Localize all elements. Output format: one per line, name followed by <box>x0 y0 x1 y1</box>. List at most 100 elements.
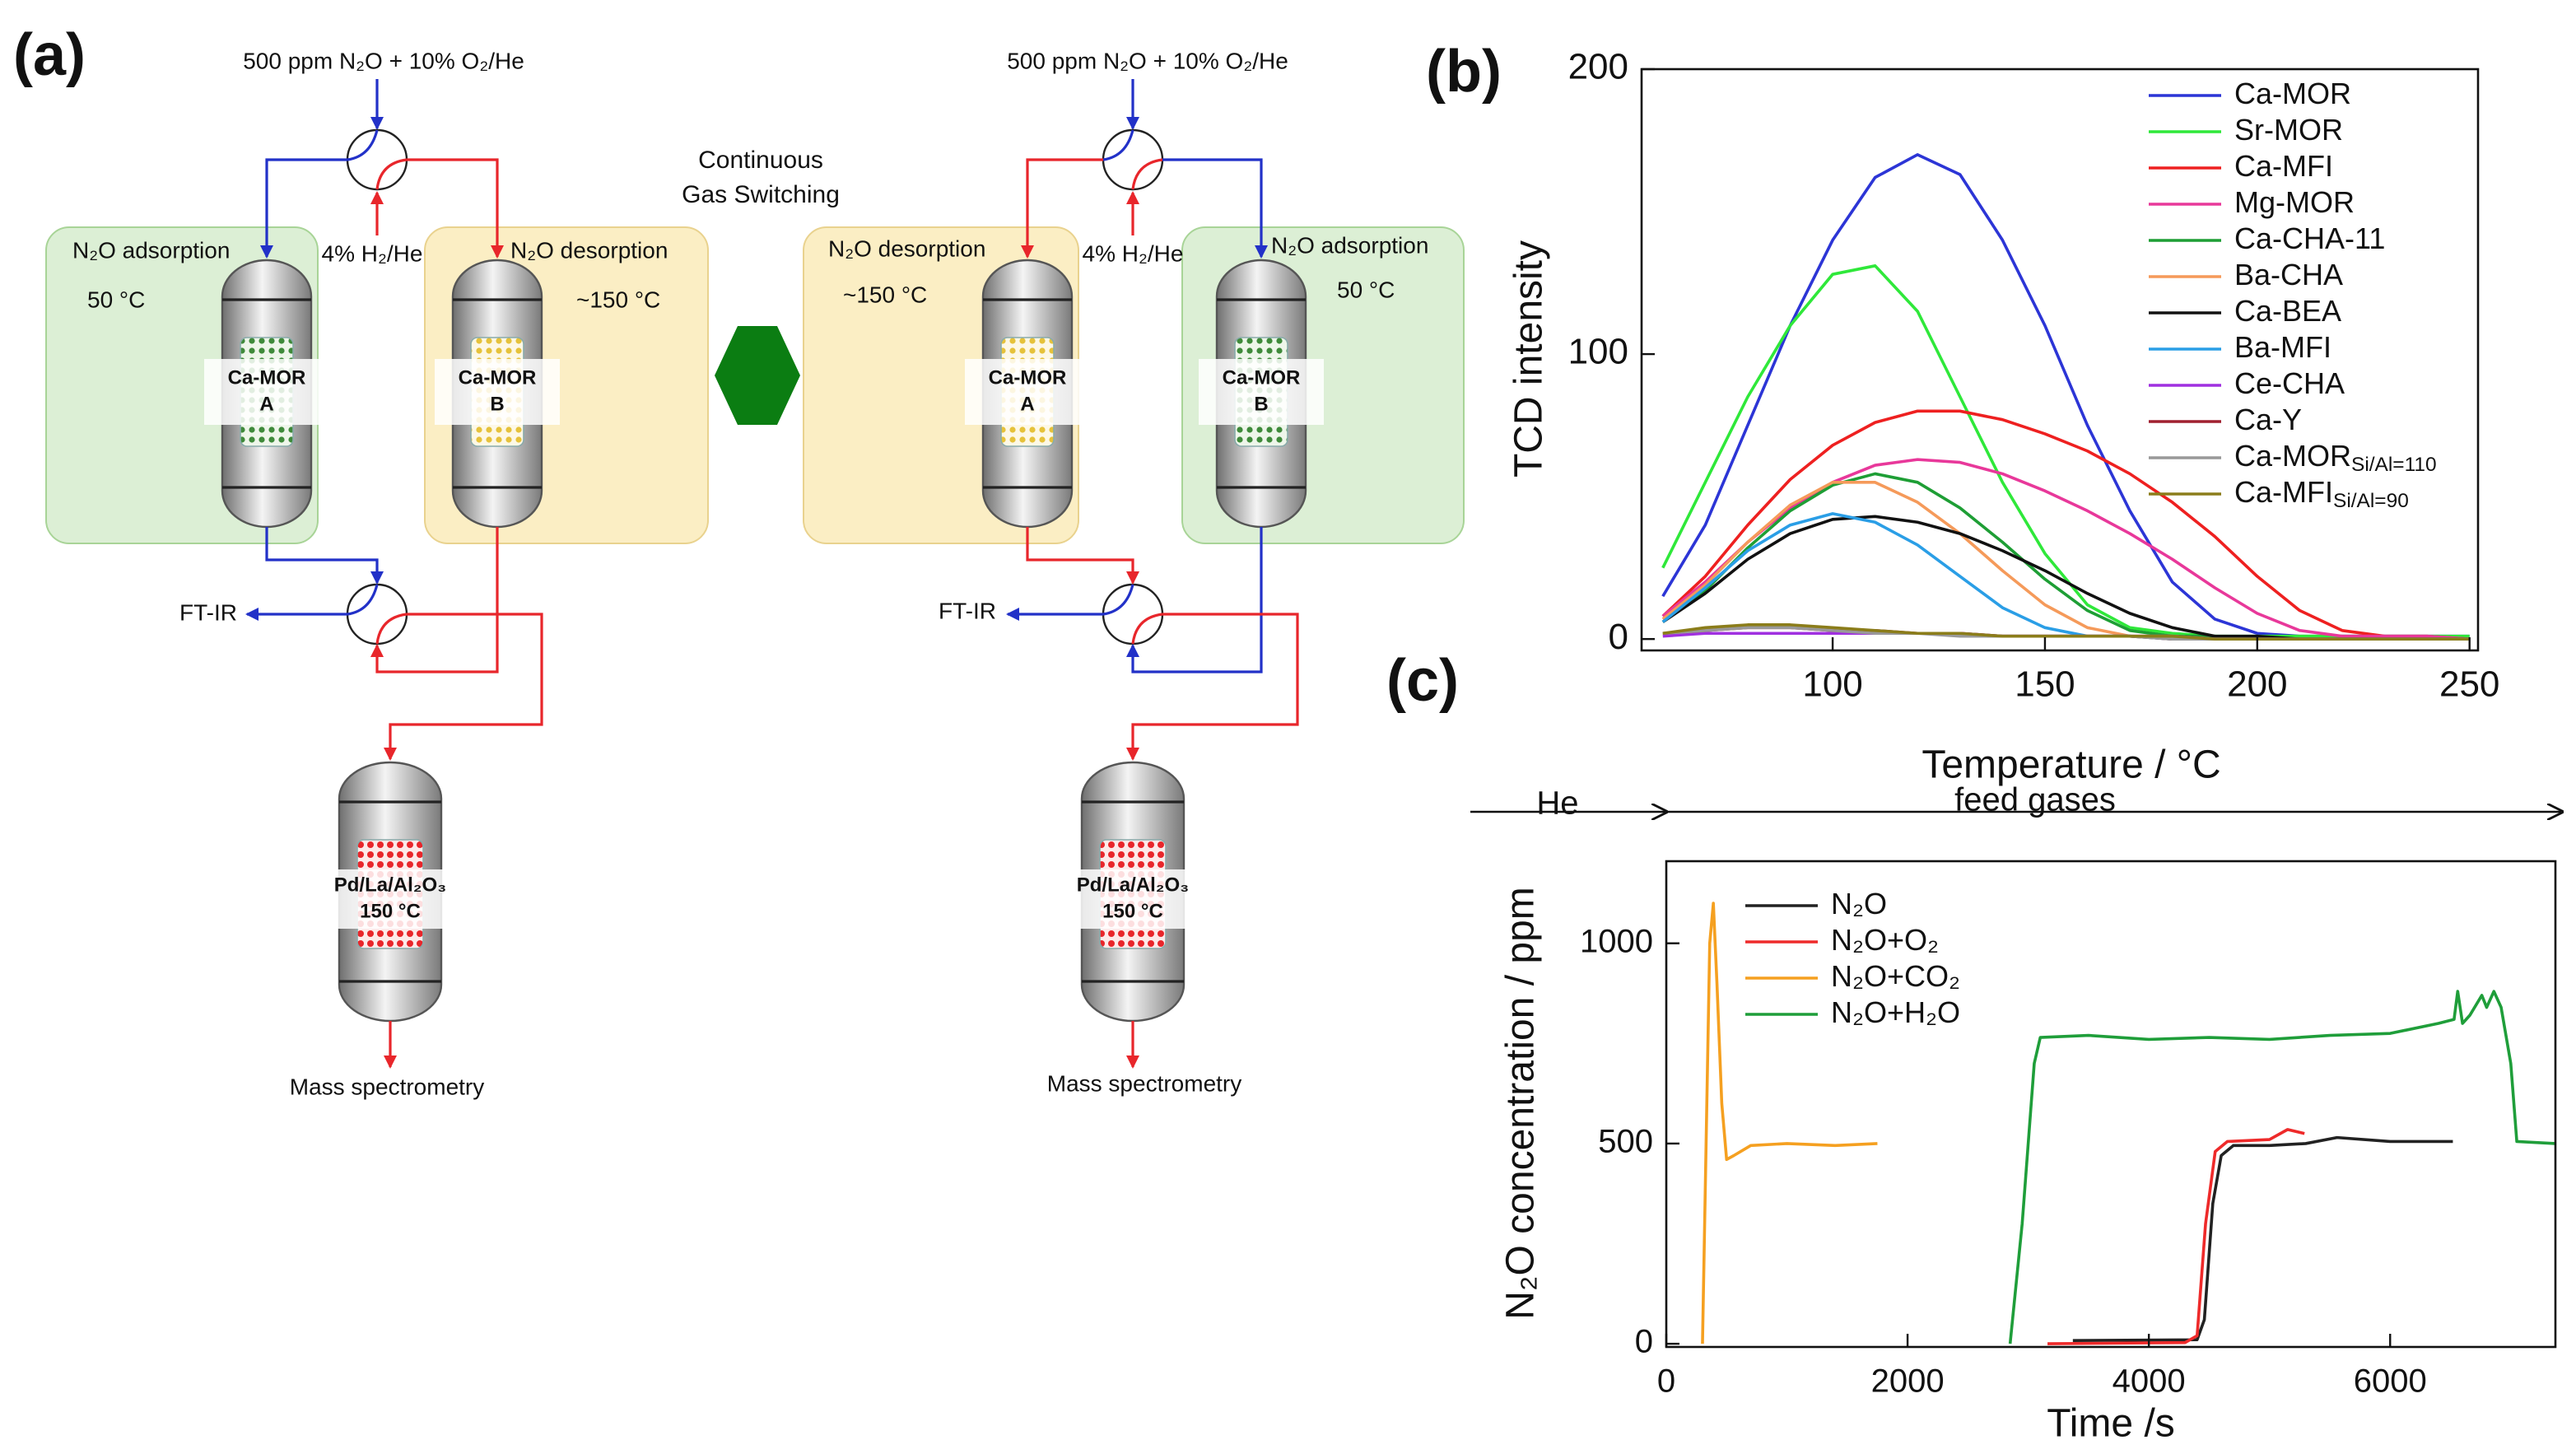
legend-name: Mg-MOR <box>2234 185 2355 219</box>
plot-frame <box>1640 68 2480 652</box>
x-tick-label: 2000 <box>1871 1363 1945 1400</box>
legend-label: Ca-BEA <box>2234 294 2341 328</box>
zone-title: N₂O adsorption <box>1271 232 1428 258</box>
catalyst-label: Pd/La/Al₂O₃ <box>334 874 446 896</box>
legend-label: Ba-CHA <box>2234 258 2343 291</box>
bed-label: B <box>490 393 504 415</box>
catalyst-label: 150 °C <box>360 900 421 922</box>
y-tick-label: 500 <box>1598 1123 1653 1159</box>
bed-label-box <box>965 359 1090 425</box>
valve-channel <box>1131 158 1163 190</box>
data-line <box>1701 902 1878 1344</box>
catalyst-label-box <box>321 869 459 929</box>
x-axis-label: Time /s <box>2047 1402 2175 1446</box>
valve-channel <box>1131 613 1163 645</box>
zone-temperature: ~150 °C <box>576 287 660 312</box>
bed-label-box <box>204 359 329 425</box>
legend-name: Ca-MFI <box>2234 475 2333 509</box>
catalyst-label: Pd/La/Al₂O₃ <box>1077 874 1189 896</box>
legend-name: Ba-MFI <box>2234 330 2331 364</box>
data-line <box>1661 512 2470 641</box>
reductant-label: 4% H₂/He <box>322 240 423 266</box>
legend-label: Ca-CHA-11 <box>2234 221 2385 255</box>
switch-label: Continuous <box>698 147 823 174</box>
y-tick-label: 0 <box>1609 617 1628 657</box>
zone-temperature: 50 °C <box>1337 277 1395 302</box>
y-tick-label: 0 <box>1635 1324 1653 1360</box>
legend-name: Ba-CHA <box>2234 258 2343 291</box>
switch-arrow <box>715 326 800 425</box>
bed-label: A <box>1020 393 1034 415</box>
y-tick-label: 1000 <box>1580 923 1653 959</box>
data-line <box>1661 458 2470 641</box>
feed-label: 500 ppm N₂O + 10% O₂/He <box>243 48 524 73</box>
plot-area <box>1701 902 2555 1345</box>
legend-name: Ca-BEA <box>2234 294 2341 328</box>
x-tick-label: 200 <box>2227 664 2287 705</box>
flow-line <box>370 527 499 673</box>
flow-line <box>1126 527 1263 673</box>
legend-label: Ca-MOR <box>2234 77 2351 110</box>
legend-name: Sr-MOR <box>2234 113 2343 147</box>
legend-label: N₂O+CO₂ <box>1831 959 1960 993</box>
data-line <box>1662 623 2470 641</box>
data-line <box>2047 1128 2305 1345</box>
bed-label: A <box>259 393 273 415</box>
detector-label: FT-IR <box>179 599 237 625</box>
zone-temperature: 50 °C <box>87 287 145 312</box>
legend-label: N₂O+H₂O <box>1831 995 1960 1029</box>
legend-name: Ca-MFI <box>2234 149 2333 183</box>
legend-name: Ca-MOR <box>2234 77 2351 110</box>
flow-line <box>384 613 543 761</box>
legend-label: Mg-MOR <box>2234 185 2355 219</box>
annotation: He <box>1536 785 1578 822</box>
y-axis-label: TCD intensity <box>1507 240 1551 478</box>
valve-channel <box>347 129 379 161</box>
valve <box>346 128 408 191</box>
flow-line <box>260 158 347 259</box>
feed-label: 500 ppm N₂O + 10% O₂/He <box>1007 48 1288 73</box>
x-tick-label: 4000 <box>2113 1363 2186 1400</box>
y-tick-label: 200 <box>1568 47 1628 87</box>
valve-channel <box>375 158 408 190</box>
valve-channel <box>375 613 408 645</box>
flow-line <box>1021 158 1103 259</box>
legend-name: Ca-CHA-11 <box>2234 221 2385 255</box>
legend-name: Ca-MOR <box>2234 439 2351 473</box>
plot-area <box>1661 153 2470 641</box>
bed-label: Ca-MOR <box>989 366 1067 389</box>
legend-name: N₂O <box>1831 887 1887 920</box>
legend-label: Ca-MFISi/Al=90 <box>2234 475 2409 513</box>
zone-temperature: ~150 °C <box>843 282 927 307</box>
bed-label-box <box>1199 359 1324 425</box>
legend-label: Sr-MOR <box>2234 113 2343 147</box>
flow-line <box>265 527 384 585</box>
switch-label: Gas Switching <box>682 181 840 208</box>
annotation: feed gases <box>1954 782 2116 818</box>
flow-line <box>1126 613 1299 761</box>
y-tick-label: 100 <box>1568 332 1628 372</box>
legend-label: N₂O <box>1831 887 1887 920</box>
detector-label: Mass spectrometry <box>290 1074 485 1099</box>
valve <box>1102 128 1164 191</box>
catalyst-label: 150 °C <box>1102 900 1163 922</box>
detector-label: Mass spectrometry <box>1047 1070 1242 1096</box>
legend-subscript: Si/Al=110 <box>2351 454 2437 476</box>
panel-label: (b) <box>1426 39 1502 105</box>
valve-channel <box>1102 129 1134 161</box>
x-tick-label: 6000 <box>2354 1363 2427 1400</box>
data-line <box>1661 409 2470 641</box>
legend-label: Ca-MORSi/Al=110 <box>2234 439 2437 477</box>
legend-name: N₂O+CO₂ <box>1831 959 1960 993</box>
reductant-label: 4% H₂/He <box>1083 240 1184 266</box>
bed-label: B <box>1254 393 1268 415</box>
legend-name: Ce-CHA <box>2234 366 2345 400</box>
valve-channel <box>347 584 379 616</box>
valve <box>1102 583 1164 645</box>
x-tick-label: 0 <box>1657 1363 1675 1400</box>
bed-label-box <box>435 359 560 425</box>
catalyst-label-box <box>1064 869 1202 929</box>
legend-subscript: Si/Al=90 <box>2333 490 2409 512</box>
flow-line <box>407 158 504 259</box>
x-tick-label: 150 <box>2015 664 2075 705</box>
